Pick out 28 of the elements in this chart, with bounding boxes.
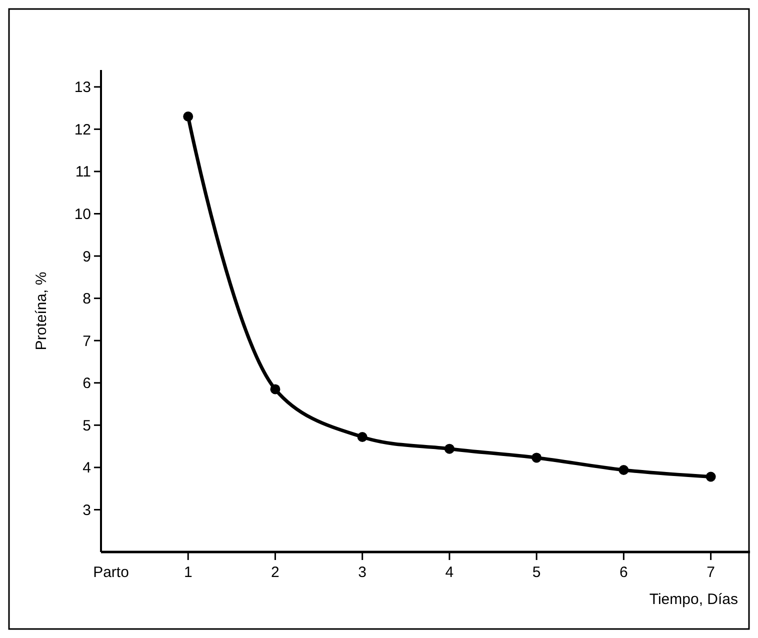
point	[532, 452, 542, 463]
x-tick-label: 3	[358, 564, 367, 581]
y-tick-label: 8	[82, 290, 91, 308]
y-tick-label: 11	[75, 164, 91, 181]
x-tick-label: Parto	[93, 564, 129, 581]
y-tick-label: 10	[74, 206, 91, 224]
x-tick-label: 2	[271, 564, 280, 581]
point	[444, 444, 454, 454]
y-tick-label: 7	[82, 332, 91, 350]
y-tick-label: 12	[74, 121, 91, 138]
x-tick-label: 5	[532, 564, 541, 581]
x-tick-label: 6	[620, 564, 628, 581]
y-tick-label: 9	[82, 248, 91, 266]
y-tick-label: 13	[74, 79, 91, 96]
x-tick-label: 4	[445, 564, 454, 581]
y-tick-label: 6	[82, 375, 91, 392]
y-tick-label: 4	[82, 460, 91, 477]
x-tick-label: 7	[706, 564, 715, 581]
x-tick-label: 1	[184, 564, 192, 581]
x-axis-title: Tiempo, Días	[649, 591, 738, 608]
point	[618, 464, 629, 475]
point	[183, 112, 194, 122]
y-axis-title: Proteína, %	[33, 272, 50, 350]
y-tick-label: 5	[82, 417, 91, 434]
point	[357, 432, 368, 442]
y-tick-label: 3	[82, 502, 91, 519]
point	[706, 472, 716, 482]
point	[270, 384, 280, 394]
